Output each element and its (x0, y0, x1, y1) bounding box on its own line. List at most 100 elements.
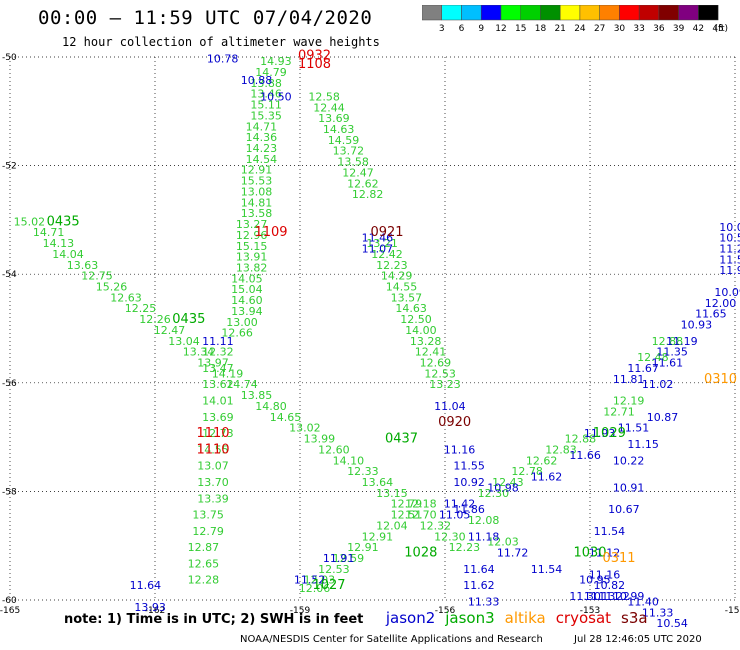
wave-height-label: 13.39 (197, 492, 229, 505)
wave-height-label: 12.19 (613, 395, 645, 408)
wave-height-label: 10.92 (453, 476, 485, 489)
wave-height-label: 12.00 (705, 297, 737, 310)
colorbar-label: 12 (495, 24, 506, 33)
wave-height-label: 11.72 (497, 547, 529, 560)
lat-tick-label: -54 (2, 270, 17, 280)
legend-item-jason3: jason3 (445, 609, 495, 627)
wave-height-label: 11.66 (569, 449, 601, 462)
wave-height-label: 12.47 (154, 324, 186, 337)
wave-height-label: 13.62 (202, 378, 234, 391)
wave-height-label: 12.65 (188, 557, 220, 570)
wave-height-label: 15.35 (250, 109, 282, 122)
wave-height-label: 13.58 (241, 207, 273, 220)
wave-height-label: 10.59 (719, 232, 740, 245)
colorbar-label: 39 (673, 24, 685, 33)
credit-timestamp: Jul 28 12:46:05 UTC 2020 (574, 634, 702, 645)
wave-height-label: 11.07 (362, 242, 394, 255)
wave-height-label: 10.82 (594, 579, 626, 592)
wave-height-label: 12.33 (347, 465, 379, 478)
wave-height-label: 11.05 (439, 509, 471, 522)
wave-height-label: 11.55 (719, 253, 740, 266)
pass-time-label: 0311 (602, 551, 635, 566)
wave-height-label: 13.21 (366, 237, 398, 250)
wave-height-label: 13.57 (391, 291, 423, 304)
wave-height-label: 12.63 (110, 291, 142, 304)
wave-height-label: 12.18 (405, 498, 437, 511)
wave-height-label: 11.11 (202, 335, 234, 348)
wave-height-label: 11.42 (444, 498, 476, 511)
wave-height-label: 12.53 (318, 563, 350, 576)
wave-height-label: 10.99 (613, 590, 645, 603)
wave-height-label: 15.26 (96, 280, 128, 293)
wave-height-label: 14.63 (323, 123, 355, 136)
wave-height-label: 11.67 (627, 362, 659, 375)
page-subtitle: 12 hour collection of altimeter wave hei… (62, 35, 380, 49)
colorbar-unit: (ft) (714, 24, 728, 33)
legend: note: 1) Time is in UTC; 2) SWH is in fe… (64, 609, 658, 627)
wave-height-label: 14.71 (33, 226, 65, 239)
wave-height-label: 12.62 (526, 454, 558, 467)
lon-tick-label: -162 (145, 606, 165, 616)
wave-height-label: 10.88 (241, 74, 273, 87)
colorbar-label: 45 (712, 24, 723, 33)
pass-time-label: 1108 (298, 57, 331, 72)
wave-height-label: 12.71 (603, 405, 635, 418)
wave-height-label: 11.54 (531, 563, 563, 576)
wave-height-label: 11.46 (362, 232, 394, 245)
wave-height-label: 13.93 (134, 601, 166, 614)
wave-height-label: 12.75 (81, 270, 113, 283)
wave-height-label: 13.72 (333, 145, 365, 158)
wave-height-label: 12.23 (376, 259, 408, 272)
legend-item-jason2: jason2 (385, 609, 436, 627)
wave-height-label: 12.88 (652, 335, 684, 348)
wave-height-label: 14.13 (43, 237, 75, 250)
wave-height-label: 15.02 (14, 215, 46, 228)
wave-height-label: 11.22 (598, 590, 630, 603)
pass-time-label: 0920 (438, 415, 471, 430)
wave-height-label: 13.15 (376, 487, 408, 500)
wave-height-label: 12.78 (511, 465, 543, 478)
wave-height-label: 10.95 (579, 574, 611, 587)
wave-height-label: 14.55 (386, 280, 418, 293)
wave-height-label: 13.82 (236, 261, 268, 274)
colorbar-swatch (698, 5, 719, 21)
colorbar-label: 27 (594, 24, 605, 33)
wave-height-label: 11.86 (453, 503, 485, 516)
pass-time-label: 1110 (196, 442, 229, 457)
wave-height-label: 13.70 (197, 476, 229, 489)
wave-height-label: 11.24 (719, 242, 740, 255)
wave-height-label: 12.88 (565, 433, 597, 446)
lat-tick-label: -50 (2, 53, 17, 63)
wave-height-label: 13.47 (202, 362, 234, 375)
wave-height-label: 14.80 (255, 400, 287, 413)
wave-height-label: 14.23 (246, 142, 278, 155)
wave-height-label: 14.63 (395, 302, 427, 315)
pass-time-label: 1109 (254, 225, 287, 240)
wave-height-label: 12.83 (545, 443, 577, 456)
wave-height-label: 12.62 (347, 177, 379, 190)
wave-height-label: 13.63 (67, 259, 99, 272)
wave-height-label: 12.79 (391, 498, 423, 511)
wave-height-label: 12.87 (188, 541, 220, 554)
pass-time-label: 0435 (172, 312, 205, 327)
colorbar-label: 18 (535, 24, 547, 33)
wave-height-label: 12.70 (405, 509, 437, 522)
wave-height-label: 13.69 (202, 411, 234, 424)
wave-height-label: 11.15 (627, 438, 659, 451)
lat-tick-label: -56 (2, 379, 17, 389)
lat-tick-label: -52 (2, 162, 17, 172)
wave-height-label: 14.93 (260, 55, 292, 68)
wave-height-label: 12.32 (420, 519, 452, 532)
wave-height-label: 14.59 (328, 134, 360, 147)
wave-height-label: 13.23 (429, 378, 461, 391)
wave-height-label: 11.65 (695, 308, 727, 321)
wave-height-label: 12.44 (313, 101, 345, 114)
colorbar-label: 42 (693, 24, 704, 33)
wave-height-label: 14.04 (52, 248, 84, 261)
wave-height-label: 13.69 (318, 112, 350, 125)
wave-height-label: 10.67 (608, 503, 640, 516)
lon-tick-label: -165 (0, 606, 20, 616)
wave-height-label: 11.16 (444, 443, 476, 456)
credit-line: NOAA/NESDIS Center for Satellite Applica… (240, 634, 730, 645)
wave-height-label: 12.50 (400, 313, 432, 326)
